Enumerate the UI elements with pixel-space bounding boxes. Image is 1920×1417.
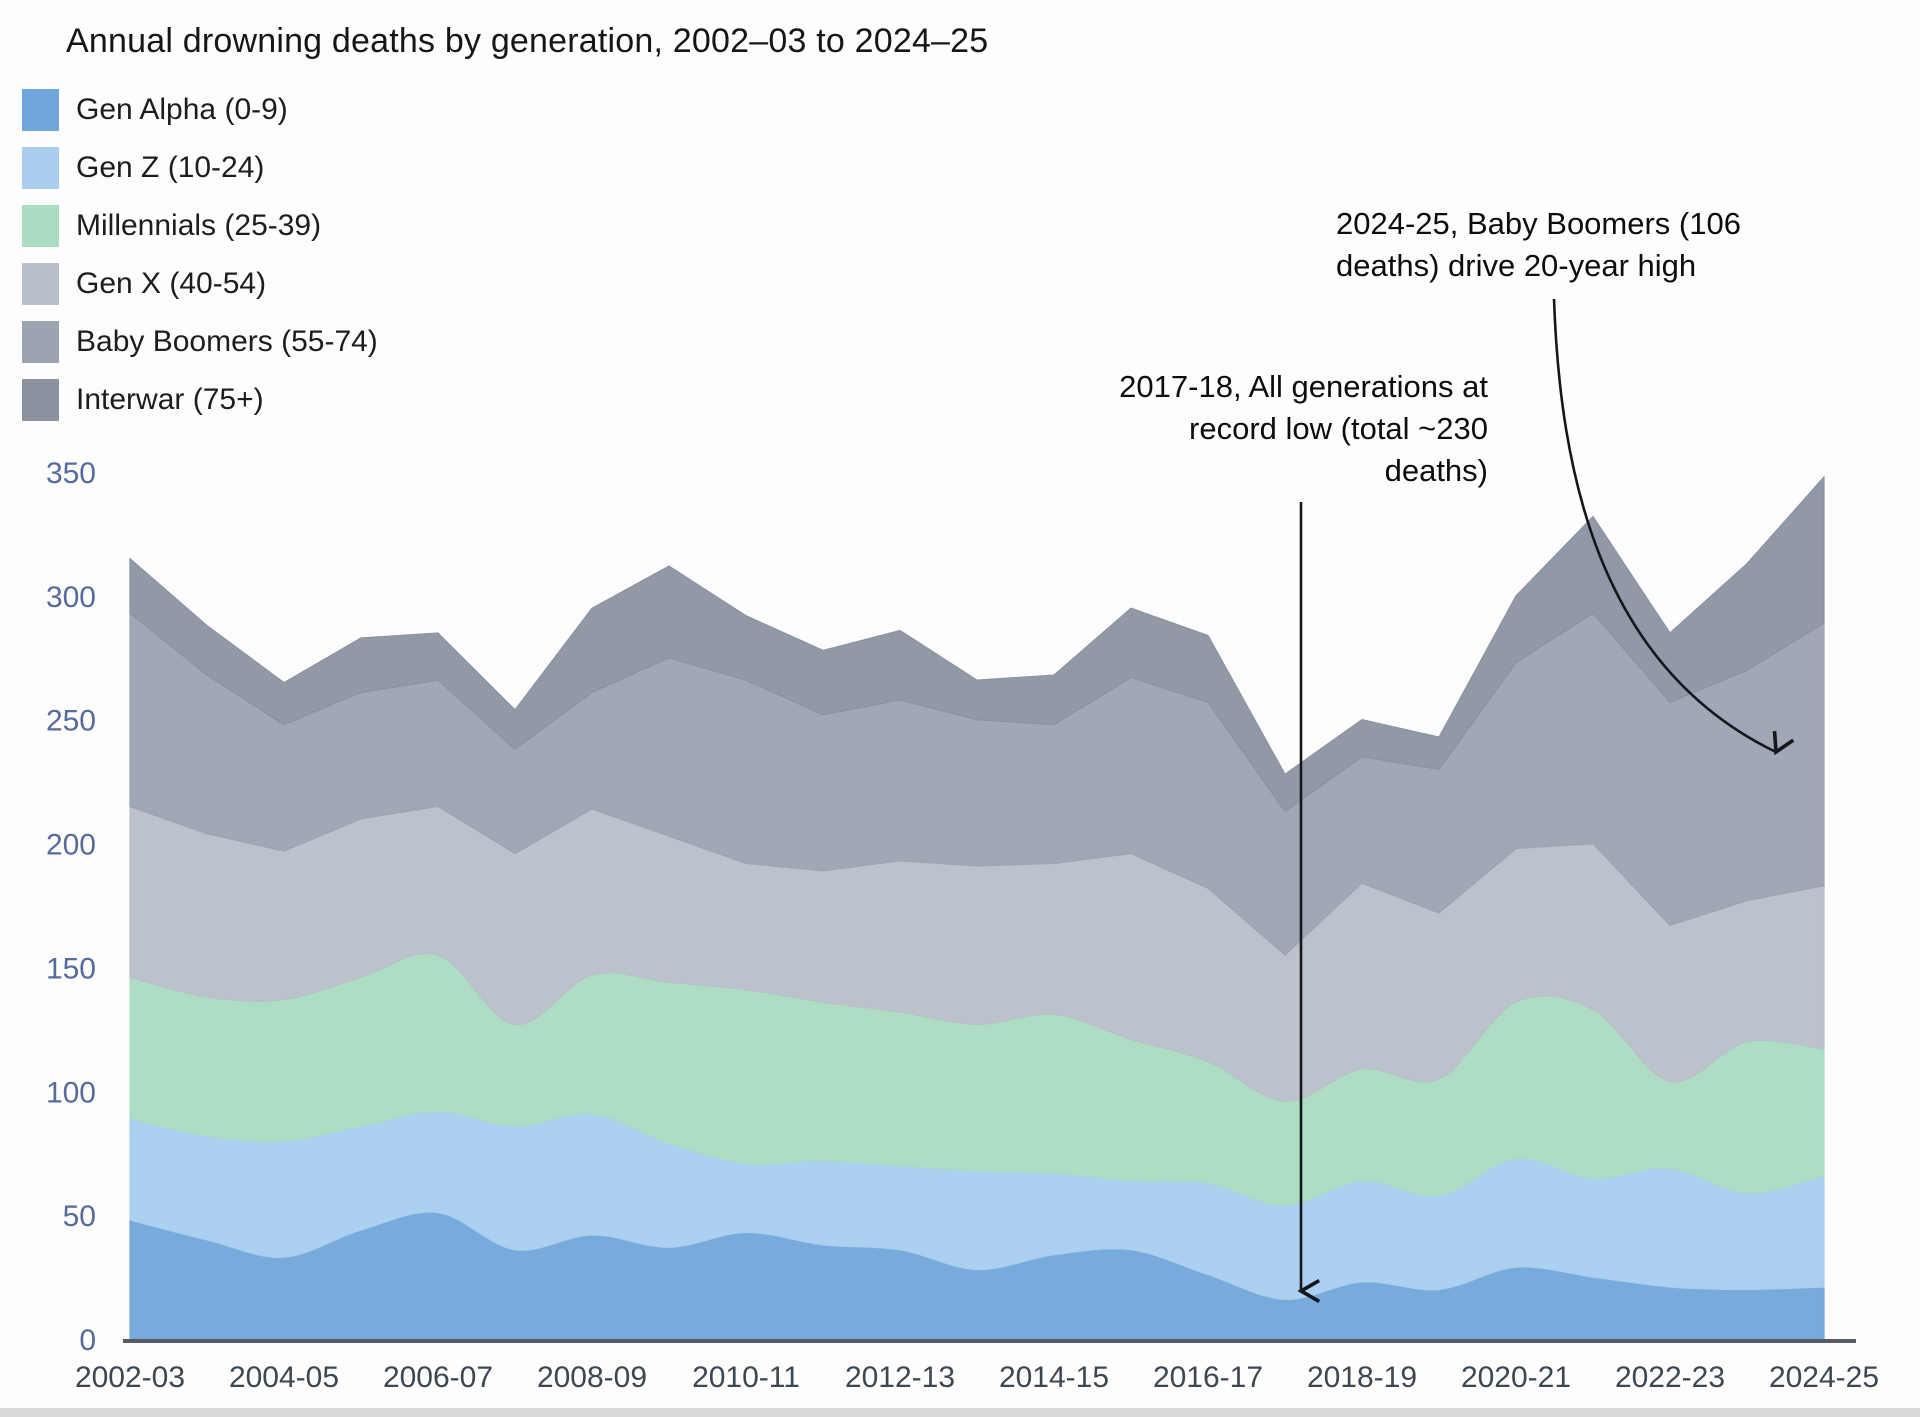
legend-label: Millennials (25-39) — [76, 208, 322, 242]
legend-item-gen-x-40-54: Gen X (40-54) — [22, 262, 378, 305]
x-tick-label-2016-17: 2016-17 — [1153, 1361, 1263, 1394]
y-tick-label-150: 150 — [46, 952, 96, 985]
legend-label: Gen Z (10-24) — [76, 150, 265, 184]
legend-swatch-icon — [22, 320, 59, 363]
legend-item-interwar-75: Interwar (75+) — [22, 378, 378, 421]
x-tick-label-2008-09: 2008-09 — [537, 1361, 647, 1394]
legend: Gen Alpha (0-9) Gen Z (10-24) Millennials … — [22, 88, 378, 421]
x-tick-label-2010-11: 2010-11 — [692, 1361, 800, 1394]
area-layer-gen-x-40-54 — [129, 805, 1825, 1102]
y-tick-label-250: 250 — [46, 705, 96, 738]
legend-swatch-icon — [22, 146, 59, 189]
x-tick-label-2018-19: 2018-19 — [1307, 1361, 1417, 1394]
legend-label: Baby Boomers (55-74) — [76, 324, 378, 358]
chart-title: Annual drowning deaths by generation, 20… — [66, 22, 989, 60]
legend-swatch-icon — [22, 378, 59, 421]
y-tick-label-100: 100 — [46, 1076, 96, 1109]
boomers-high-arrow — [1552, 298, 1795, 756]
x-axis-ticks: 2002-03 2004-05 2006-07 2008-09 2010-11 2012-… — [75, 1361, 1879, 1394]
area-layer-interwar-75 — [129, 475, 1825, 813]
annotation-boomers-high: 2024-25, Baby Boomers (106 deaths) drive… — [1336, 206, 1741, 283]
legend-item-baby-boomers-55-74: Baby Boomers (55-74) — [22, 320, 378, 363]
y-axis-ticks: 0 50 100 150 200 250 300 350 — [46, 457, 96, 1357]
x-tick-label-2014-15: 2014-15 — [999, 1361, 1109, 1394]
x-tick-label-2012-13: 2012-13 — [845, 1361, 955, 1394]
legend-item-millennials-25-39: Millennials (25-39) — [22, 204, 378, 247]
legend-item-gen-alpha-0-9: Gen Alpha (0-9) — [22, 88, 378, 131]
x-tick-label-2024-25: 2024-25 — [1769, 1361, 1879, 1394]
legend-swatch-icon — [22, 262, 59, 305]
annotation-record-low: 2017-18, All generations at record low (… — [1119, 369, 1488, 488]
x-tick-label-2004-05: 2004-05 — [229, 1361, 339, 1394]
x-tick-label-2020-21: 2020-21 — [1461, 1361, 1571, 1394]
x-tick-label-2002-03: 2002-03 — [75, 1361, 185, 1394]
legend-label: Gen X (40-54) — [76, 266, 267, 300]
area-layers — [129, 475, 1825, 1340]
x-tick-label-2006-07: 2006-07 — [383, 1361, 493, 1394]
legend-item-gen-z-10-24: Gen Z (10-24) — [22, 146, 378, 189]
x-tick-label-2022-23: 2022-23 — [1615, 1361, 1725, 1394]
y-tick-label-300: 300 — [46, 581, 96, 614]
y-tick-label-0: 0 — [79, 1324, 96, 1357]
y-tick-label-50: 50 — [63, 1200, 96, 1233]
legend-label: Gen Alpha (0-9) — [76, 92, 288, 126]
y-tick-label-200: 200 — [46, 829, 96, 862]
legend-swatch-icon — [22, 88, 59, 131]
window-bottom-edge — [0, 1408, 1920, 1417]
legend-swatch-icon — [22, 204, 59, 247]
legend-label: Interwar (75+) — [76, 382, 264, 416]
y-tick-label-350: 350 — [46, 457, 96, 490]
